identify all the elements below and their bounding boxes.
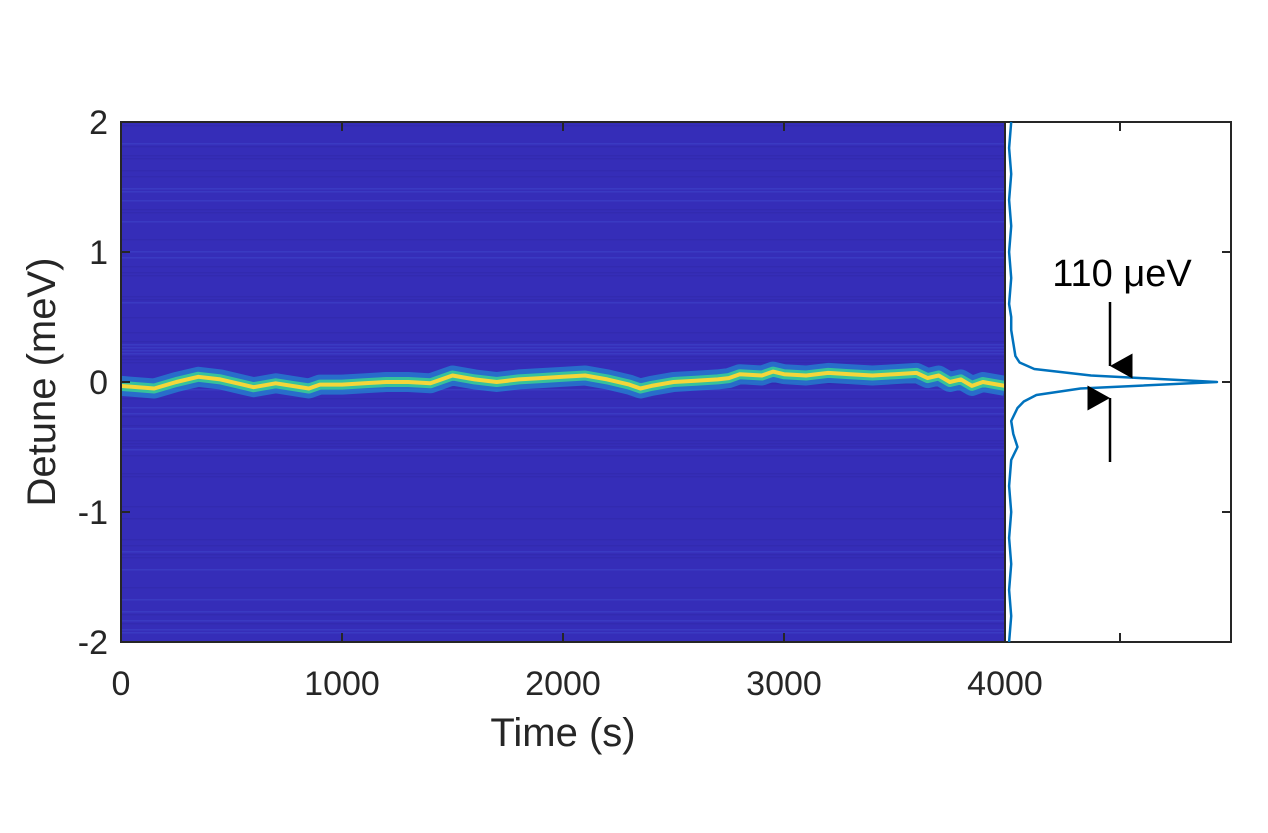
noise-stripe xyxy=(121,518,1005,520)
noise-stripe xyxy=(121,350,1005,352)
noise-stripe xyxy=(121,239,1005,241)
noise-stripe xyxy=(121,191,1005,193)
noise-stripe xyxy=(121,443,1005,445)
noise-stripe xyxy=(121,359,1005,361)
noise-stripe xyxy=(121,416,1005,418)
noise-stripe xyxy=(121,353,1005,355)
profile-line xyxy=(1007,121,1219,643)
noise-stripe xyxy=(121,398,1005,400)
y-tick-label: -2 xyxy=(78,624,108,662)
noise-stripe xyxy=(121,425,1005,427)
noise-stripe xyxy=(121,221,1005,223)
peak-core xyxy=(120,369,1006,391)
profile-panel: 110 μeV xyxy=(1004,121,1232,643)
noise-stripe xyxy=(121,428,1005,430)
noise-stripe xyxy=(121,143,1005,145)
x-tick-label: 1000 xyxy=(304,665,380,703)
noise-stripe xyxy=(121,506,1005,508)
heatmap-panel xyxy=(120,121,1007,643)
noise-stripe xyxy=(121,332,1005,334)
noise-stripe xyxy=(121,449,1005,451)
noise-stripe xyxy=(121,620,1005,622)
noise-stripe xyxy=(121,413,1005,415)
noise-stripe xyxy=(121,539,1005,541)
noise-stripe xyxy=(121,341,1005,343)
noise-stripe xyxy=(121,362,1005,364)
noise-stripe xyxy=(121,176,1005,178)
noise-stripe xyxy=(121,209,1005,211)
y-tick-label: 1 xyxy=(89,234,108,272)
noise-stripe xyxy=(121,170,1005,172)
noise-stripe xyxy=(121,446,1005,448)
noise-stripe xyxy=(121,188,1005,190)
x-tick-label: 0 xyxy=(112,665,131,703)
noise-stripe xyxy=(121,476,1005,478)
noise-stripe xyxy=(121,356,1005,358)
noise-stripe xyxy=(121,266,1005,268)
x-tick-label: 2000 xyxy=(525,665,601,703)
noise-stripe xyxy=(121,614,1005,616)
noise-stripe xyxy=(121,632,1005,634)
noise-stripe xyxy=(121,344,1005,346)
noise-stripe xyxy=(121,407,1005,409)
noise-stripe xyxy=(121,629,1005,631)
noise-stripe xyxy=(121,551,1005,553)
noise-stripe xyxy=(121,158,1005,160)
noise-stripe xyxy=(121,599,1005,601)
noise-stripe xyxy=(121,146,1005,148)
noise-stripe xyxy=(121,200,1005,202)
noise-stripe xyxy=(121,455,1005,457)
noise-stripe xyxy=(121,389,1005,391)
noise-stripe xyxy=(121,317,1005,319)
noise-stripe xyxy=(121,440,1005,442)
noise-stripe xyxy=(121,212,1005,214)
noise-stripe xyxy=(121,299,1005,301)
noise-stripe xyxy=(121,302,1005,304)
x-tick-label: 3000 xyxy=(746,665,822,703)
heatmap-ticks: 0 1000 2000 3000 4000 2 1 0 -1 -2 xyxy=(78,104,1043,703)
y-tick-label: 2 xyxy=(89,104,108,142)
noise-stripe xyxy=(121,569,1005,571)
x-tick-label: 4000 xyxy=(967,665,1043,703)
noise-stripe xyxy=(121,251,1005,253)
noise-stripe xyxy=(121,557,1005,559)
noise-stripe xyxy=(121,554,1005,556)
noise-stripe xyxy=(121,473,1005,475)
noise-stripe xyxy=(121,272,1005,274)
noise-stripe xyxy=(121,275,1005,277)
noise-stripe xyxy=(121,155,1005,157)
noise-stripe xyxy=(121,347,1005,349)
noise-stripe xyxy=(121,545,1005,547)
y-axis-label: Detune (meV) xyxy=(20,258,64,507)
noise-stripe xyxy=(121,611,1005,613)
fwhm-annotation: 110 μeV xyxy=(1052,253,1192,295)
noise-stripe xyxy=(121,587,1005,589)
noise-stripe xyxy=(121,257,1005,259)
x-axis-label: Time (s) xyxy=(490,711,635,755)
y-tick-label: 0 xyxy=(89,364,108,402)
y-tick-label: -1 xyxy=(78,494,108,532)
noise-stripe xyxy=(121,623,1005,625)
noise-stripe xyxy=(121,296,1005,298)
